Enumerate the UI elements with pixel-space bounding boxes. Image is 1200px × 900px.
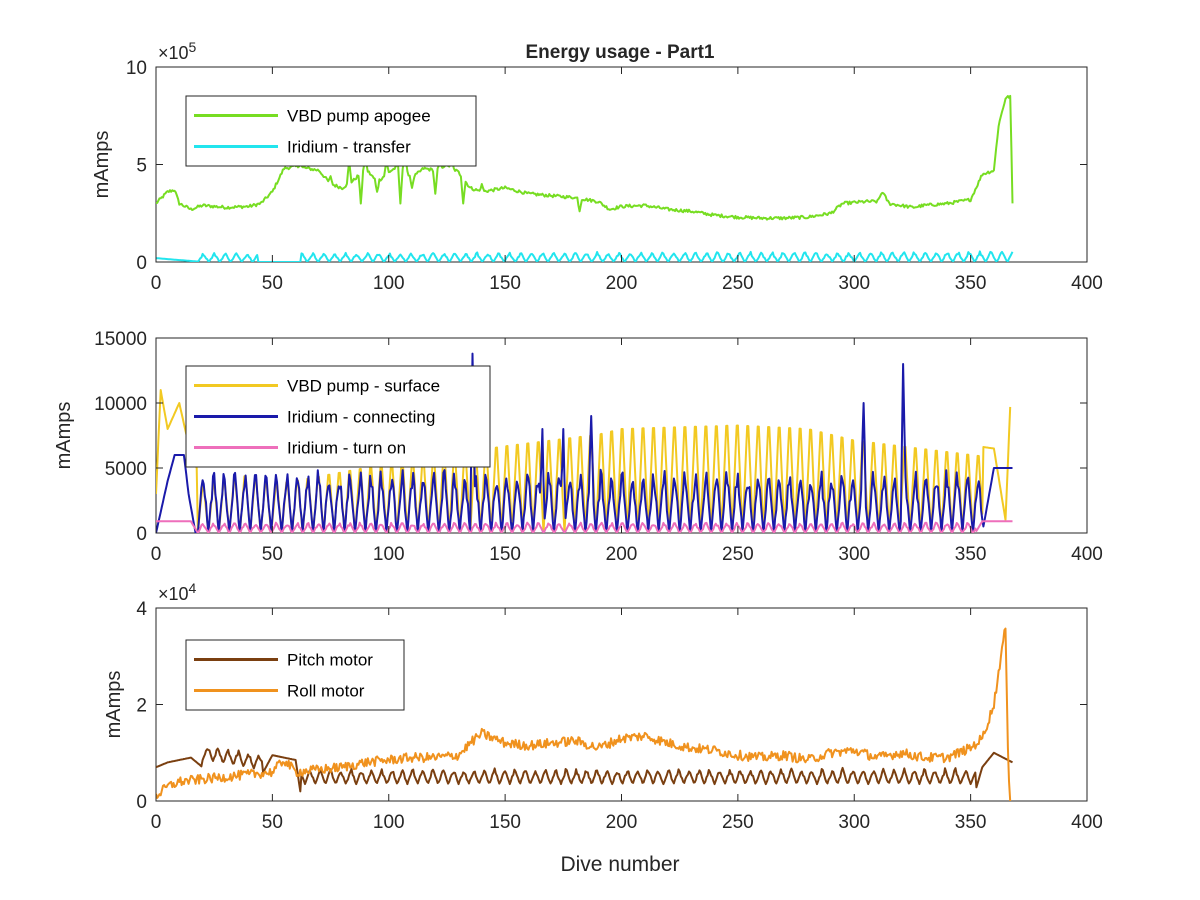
x-tick-label: 300 [838,812,870,833]
x-tick-label: 0 [151,812,162,833]
x-tick-label: 350 [955,812,987,833]
panel-2: 0 50 100 150 200 250 300 350 400 0 5000 10000 15000 m… [53,329,1103,565]
series-line-vbd-pump-apogee [156,94,1014,221]
legend-box [185,639,405,711]
x-tick-label: 250 [722,544,754,565]
x-tick-label: 400 [1071,812,1103,833]
y-tick-label: 5000 [105,459,147,480]
x-tick-label: 300 [838,273,870,294]
x-tick-label: 300 [838,544,870,565]
legend-entry-label: Iridium - connecting [287,408,435,427]
y-tick-label: 0 [136,524,147,545]
x-tick-label: 400 [1071,544,1103,565]
y-exponent-label: ×104 [158,580,197,604]
x-tick-label: 200 [606,273,638,294]
y-tick-label: 10000 [94,394,147,415]
legend-entry-label: VBD pump apogee [287,107,431,126]
y-tick-label: 10 [126,58,147,79]
series-group-3 [156,627,1013,801]
x-tick-label: 50 [262,544,283,565]
x-tick-label: 100 [373,812,405,833]
series-line-roll-motor [156,627,1012,801]
x-tick-label: 0 [151,544,162,565]
panel-1: 0 50 100 150 200 250 300 350 4000510×105mAmpsVBD… [91,39,1103,294]
y-axis-label: mAmps [53,402,75,470]
x-tick-label: 200 [606,544,638,565]
x-tick-label: 150 [489,812,521,833]
series-group-2 [156,352,1013,533]
legend-entry-label: Pitch motor [287,651,373,670]
x-tick-label: 250 [722,812,754,833]
y-tick-label: 2 [136,696,147,717]
y-exponent-power: 4 [189,580,197,596]
y-tick-label: 0 [136,792,147,813]
y-axis-label: mAmps [103,671,125,739]
series-group-1 [156,94,1014,262]
y-tick-label: 5 [136,156,147,177]
y-tick-label: 15000 [94,329,147,350]
series-line-iridium-transfer [156,250,1014,262]
legend-1: VBD pump apogee Iridium - transfer [185,95,477,167]
x-tick-label: 350 [955,273,987,294]
legend-entry-label: VBD pump - surface [287,377,440,396]
x-tick-label: 150 [489,273,521,294]
x-tick-label: 250 [722,273,754,294]
x-tick-label: 200 [606,812,638,833]
legend-2: VBD pump - surface Iridium - connecting Ir… [185,365,491,468]
x-tick-label: 400 [1071,273,1103,294]
x-tick-label: 0 [151,273,162,294]
y-axis-label: mAmps [91,131,113,199]
x-tick-label: 350 [955,544,987,565]
panels: 0 50 100 150 200 250 300 350 4000510×105mAmpsVBD… [53,39,1103,833]
legend-entry-label: Roll motor [287,682,365,701]
legend-entry-label: Iridium - transfer [287,138,411,157]
series-line-iridium-turn-on [156,520,1013,533]
y-tick-label: 4 [136,599,147,620]
legend-box [185,95,477,167]
y-tick-label: 0 [136,253,147,274]
x-tick-label: 100 [373,273,405,294]
panel-3: 0 50 100 150 200 250 300 350 400024×104mAmpsPitc… [103,580,1103,833]
x-tick-label: 100 [373,544,405,565]
x-tick-label: 150 [489,544,521,565]
y-exponent-power: 5 [189,39,197,55]
series-line-pitch-motor [156,747,1013,793]
legend-entry-label: Iridium - turn on [287,439,406,458]
x-axis-label: Dive number [560,853,679,876]
legend-3: Pitch motor Roll motor [185,639,405,711]
series-line-iridium-connecting [156,352,1013,533]
figure-title: Energy usage - Part1 [525,42,714,63]
x-tick-label: 50 [262,273,283,294]
x-tick-label: 50 [262,812,283,833]
